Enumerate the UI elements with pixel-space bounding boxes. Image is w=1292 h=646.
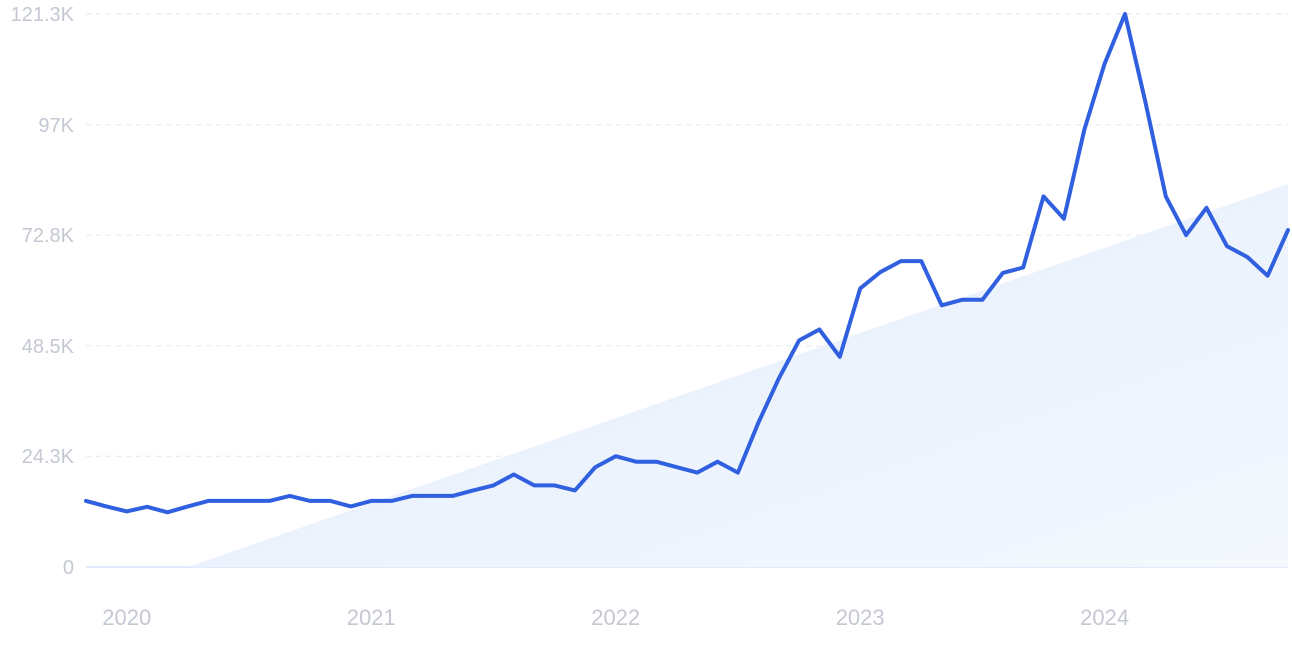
x-tick-label: 2021 (347, 605, 396, 630)
x-tick-label: 2020 (102, 605, 151, 630)
y-tick-label: 0 (63, 557, 74, 579)
y-tick-label: 48.5K (22, 336, 75, 358)
y-tick-label: 72.8K (22, 225, 75, 247)
x-axis-ticks: 2020 2021 2022 2023 2024 (102, 605, 1129, 630)
series-lines (84, 12, 1290, 515)
x-tick-label: 2022 (591, 605, 640, 630)
series-line (84, 12, 1290, 515)
trend-area (187, 184, 1289, 567)
y-tick-label: 24.3K (22, 446, 75, 468)
y-tick-label: 121.3K (11, 4, 75, 26)
x-tick-label: 2024 (1080, 605, 1129, 630)
x-tick-label: 2023 (836, 605, 885, 630)
y-tick-label: 97K (38, 115, 74, 137)
trend-area-fill (187, 184, 1289, 567)
y-axis-ticks: 0 24.3K 48.5K 72.8K 97K 121.3K (11, 4, 75, 579)
